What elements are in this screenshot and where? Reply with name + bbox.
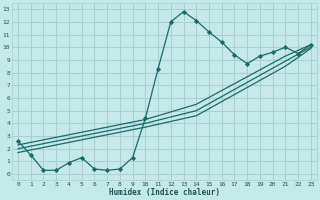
X-axis label: Humidex (Indice chaleur): Humidex (Indice chaleur) (109, 188, 220, 197)
